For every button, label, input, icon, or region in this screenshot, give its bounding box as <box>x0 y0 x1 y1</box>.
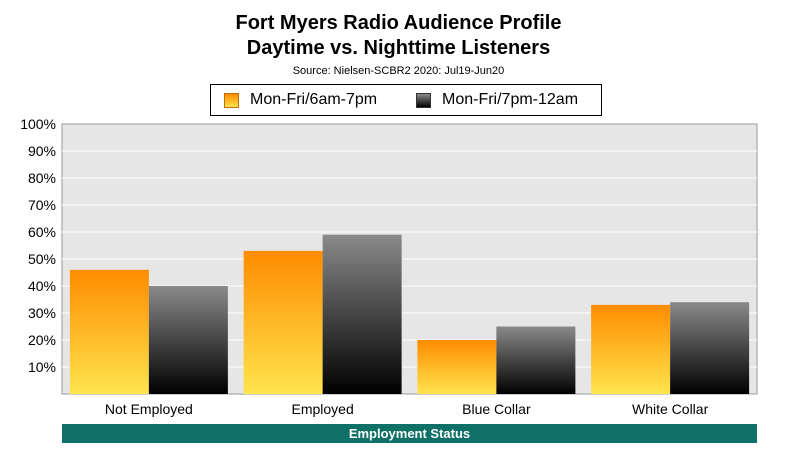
y-tick-label: 70% <box>28 197 56 213</box>
x-category-label: White Collar <box>632 401 709 417</box>
x-category-label: Blue Collar <box>462 401 531 417</box>
legend-item-daytime: Mon-Fri/6am-7pm <box>224 85 377 115</box>
y-tick-label: 90% <box>28 143 56 159</box>
y-tick-label: 80% <box>28 170 56 186</box>
bar-daytime <box>591 304 671 394</box>
bar-daytime <box>69 269 149 394</box>
chart-source: Source: Nielsen-SCBR2 2020: Jul19-Jun20 <box>292 65 505 77</box>
bar-nighttime <box>148 286 228 394</box>
y-tick-label: 50% <box>28 251 56 267</box>
legend-swatch-daytime <box>224 92 239 108</box>
bar-daytime <box>417 340 497 394</box>
chart-title-line2: Daytime vs. Nighttime Listeners <box>246 37 551 59</box>
y-tick-label: 40% <box>28 278 56 294</box>
y-tick-label: 60% <box>28 224 56 240</box>
x-category-label: Not Employed <box>105 401 193 417</box>
x-axis-title-banner: Employment Status <box>62 424 757 443</box>
y-tick-label: 10% <box>28 359 56 375</box>
x-category-label: Employed <box>291 401 353 417</box>
bar-nighttime <box>670 302 750 394</box>
legend-item-nighttime: Mon-Fri/7pm-12am <box>416 85 578 115</box>
chart-legend: Mon-Fri/6am-7pm Mon-Fri/7pm-12am <box>210 84 602 116</box>
y-tick-label: 20% <box>28 332 56 348</box>
bar-nighttime <box>496 326 576 394</box>
y-axis-ticks: 10% 20% 30% 40% 50% 60% 70% 80% 90% 100% <box>20 116 56 375</box>
bar-daytime <box>243 250 323 394</box>
y-tick-label: 30% <box>28 305 56 321</box>
chart-title-line1: Fort Myers Radio Audience Profile <box>235 12 562 34</box>
legend-label-daytime: Mon-Fri/6am-7pm <box>250 91 378 108</box>
bars <box>69 234 750 394</box>
legend-swatch-nighttime <box>416 92 431 108</box>
y-tick-label: 100% <box>20 116 56 132</box>
bar-nighttime <box>322 234 402 394</box>
legend-label-nighttime: Mon-Fri/7pm-12am <box>442 91 579 108</box>
x-axis-labels: Not Employed Employed Blue Collar White Col… <box>105 401 709 417</box>
